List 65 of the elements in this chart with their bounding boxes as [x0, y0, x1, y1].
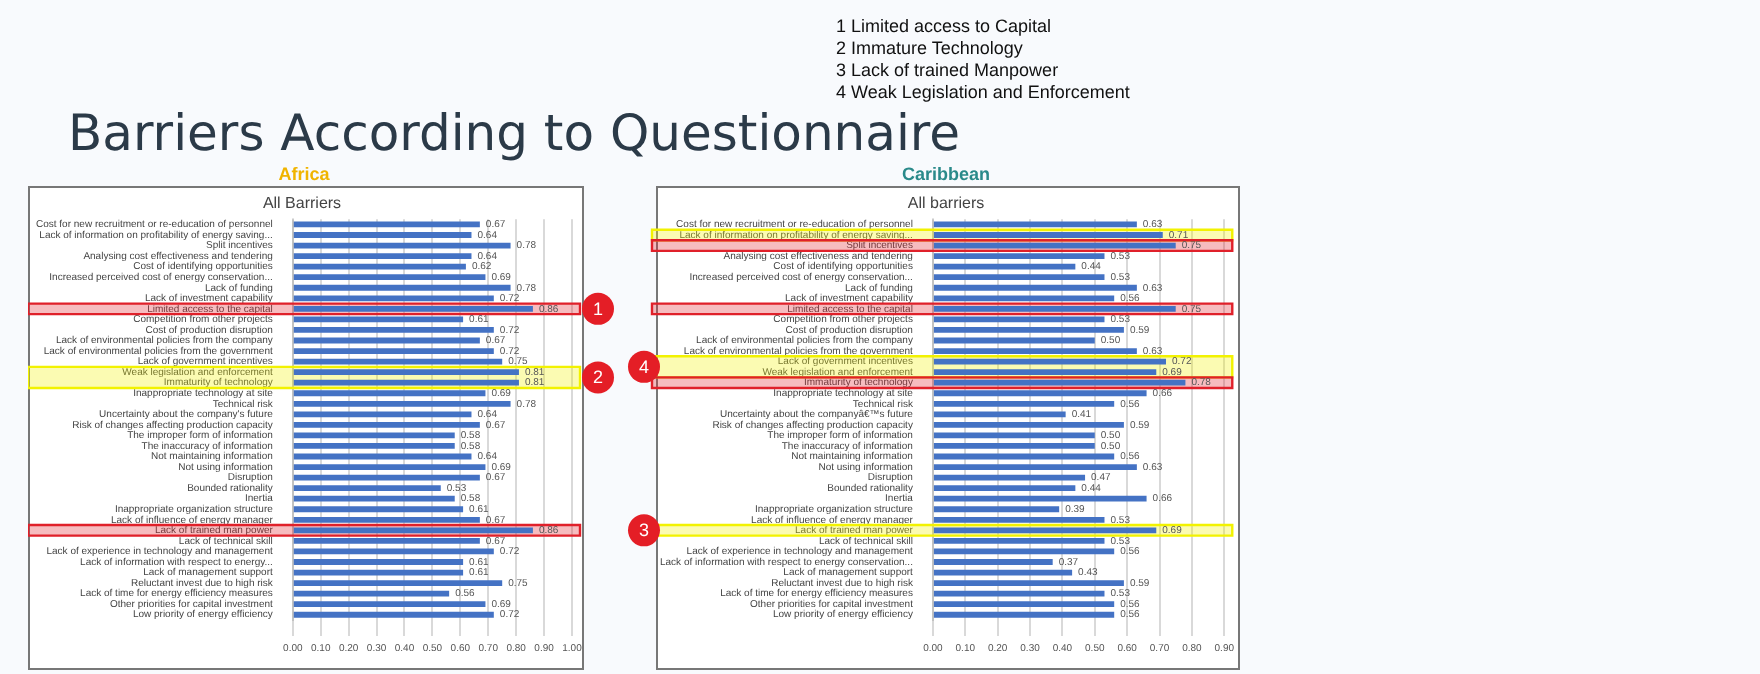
bar	[293, 348, 494, 354]
bar	[293, 485, 441, 492]
bar	[933, 506, 1060, 513]
bar	[933, 263, 1076, 270]
band-label: 3	[638, 520, 650, 541]
bar	[933, 295, 1115, 302]
bar	[293, 232, 472, 238]
bar	[293, 284, 511, 291]
bar	[933, 559, 1053, 565]
band-label: 2	[592, 367, 604, 388]
bar	[933, 485, 1076, 492]
bar	[293, 411, 472, 418]
bar	[933, 348, 1137, 354]
bar	[293, 379, 519, 386]
bar	[293, 601, 486, 608]
bar	[933, 274, 1105, 281]
bar	[293, 316, 464, 323]
bar	[293, 390, 486, 397]
text: 1 Limited access to Capital	[836, 16, 1054, 38]
bar	[933, 474, 1086, 481]
band-label: 1	[592, 298, 604, 319]
bar	[293, 327, 494, 333]
chart-subtitle: Caribbean	[899, 164, 992, 184]
bar	[933, 443, 1095, 449]
bar	[293, 443, 455, 449]
chart-subtitle: Africa	[276, 164, 332, 184]
bar	[293, 274, 486, 281]
bar	[293, 611, 494, 618]
bar	[293, 590, 450, 597]
text: 3 Lack of trained Manpower	[836, 60, 1061, 82]
bar	[293, 263, 466, 270]
chart-title: All Barriers	[262, 194, 342, 213]
bar	[933, 421, 1124, 428]
bar	[293, 516, 480, 523]
band-label: 4	[638, 356, 650, 377]
text: Barriers According to Questionnaire	[68, 104, 961, 162]
bar	[933, 400, 1115, 407]
bar	[933, 611, 1115, 618]
bar	[933, 495, 1147, 502]
bar	[933, 232, 1163, 238]
bar	[933, 316, 1105, 323]
chart-title: All barriers	[907, 194, 985, 213]
bar	[933, 516, 1105, 523]
bar	[933, 464, 1137, 470]
bar	[933, 537, 1105, 544]
bar	[293, 495, 455, 502]
text: 4 Weak Legislation and Enforcement	[836, 82, 1130, 104]
bar	[933, 284, 1137, 291]
bar	[933, 411, 1066, 418]
bar	[293, 580, 503, 586]
bar	[293, 253, 472, 260]
bar	[933, 390, 1147, 397]
bar	[933, 253, 1105, 260]
bar	[293, 464, 486, 470]
bar	[293, 369, 519, 376]
bar	[933, 327, 1124, 333]
bar	[293, 421, 480, 428]
bar	[293, 506, 464, 513]
bar	[933, 590, 1105, 597]
bar	[933, 601, 1115, 608]
bar	[293, 400, 511, 407]
bar	[293, 474, 480, 481]
bar	[293, 559, 464, 565]
text: 2 Immature Technology	[836, 38, 1025, 60]
bar	[933, 580, 1124, 586]
